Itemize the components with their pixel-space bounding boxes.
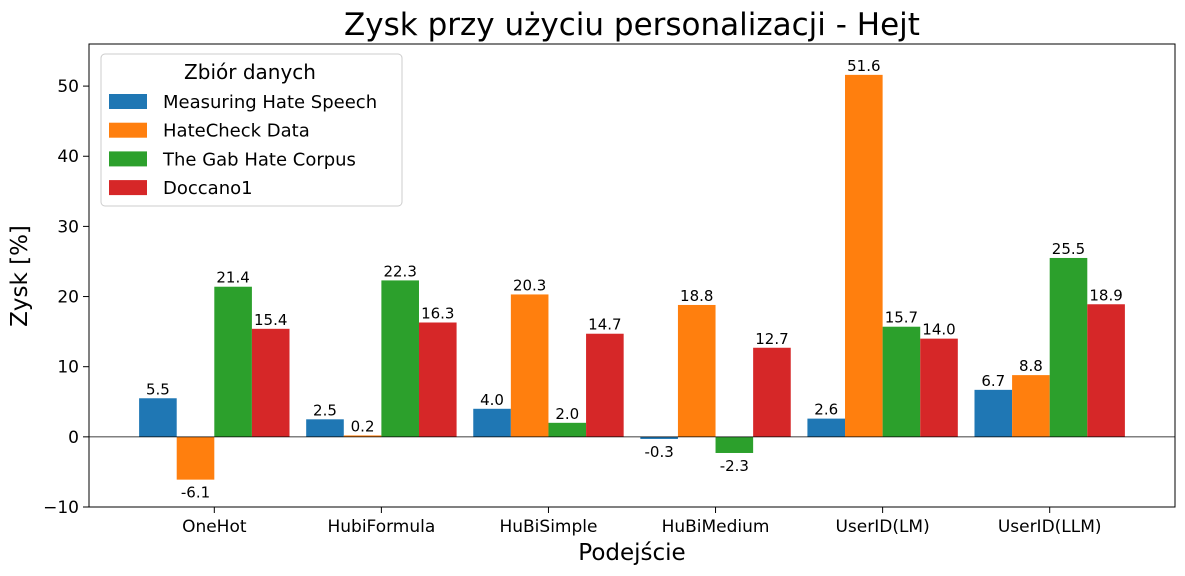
data-label: 5.5 [146, 380, 170, 398]
bar [306, 419, 344, 437]
data-label: 18.8 [680, 287, 713, 305]
y-tick-label: 40 [57, 147, 79, 167]
x-tick-label: UserID(LLM) [998, 517, 1102, 537]
data-label: 14.7 [588, 316, 621, 334]
bar [214, 286, 252, 437]
plot-area: −10 0 10 20 30 40 50 OneHot 5.5 -6.1 21.4 15.4 HubiF… [43, 43, 1176, 537]
data-label: 0.2 [351, 417, 375, 435]
y-tick-label: 10 [57, 358, 79, 378]
legend-entry: HateCheck Data [163, 121, 310, 142]
bar [974, 389, 1013, 437]
chart-title: Zysk przy użyciu personalizacji - Hejt [344, 7, 920, 43]
data-label: 2.6 [814, 401, 838, 419]
data-label: 15.7 [885, 309, 918, 327]
legend-title: Zbiór danych [184, 60, 316, 84]
data-label: 18.9 [1089, 286, 1122, 304]
y-tick-label: −10 [43, 498, 79, 518]
bar [139, 398, 177, 437]
legend-swatch [109, 122, 147, 138]
data-label: 4.0 [480, 391, 504, 409]
x-axis-label: Podejście [578, 540, 685, 566]
plot-frame [88, 43, 1176, 508]
legend-swatch [109, 94, 147, 109]
legend-entry: Doccano1 [163, 178, 253, 199]
data-label: -2.3 [720, 457, 749, 475]
data-label: 16.3 [421, 305, 454, 323]
bar [510, 294, 549, 437]
data-label: -0.3 [644, 443, 673, 461]
bar [473, 408, 511, 437]
bar [1049, 257, 1088, 437]
y-tick-label: 30 [57, 217, 79, 237]
legend: Zbiór danych Measuring Hate Speech HateCh… [100, 53, 403, 207]
data-label: 2.0 [555, 405, 579, 423]
bar [753, 347, 791, 437]
data-label: 12.7 [755, 330, 788, 348]
bar [640, 436, 678, 439]
data-label: 15.4 [254, 311, 287, 329]
data-label: 6.7 [981, 372, 1005, 390]
data-label: 21.4 [216, 269, 249, 287]
legend-entry: Measuring Hate Speech [163, 92, 377, 113]
bar [381, 280, 419, 437]
bar [1087, 304, 1125, 437]
y-tick-label: 50 [57, 77, 79, 97]
x-tick-label: OneHot [182, 517, 247, 537]
data-label: 14.0 [922, 321, 955, 339]
x-tick-label: HuBiMedium [662, 517, 770, 537]
data-label: 8.8 [1019, 357, 1043, 375]
bar [176, 436, 215, 480]
bar [343, 435, 382, 437]
bar [920, 338, 958, 437]
data-label: 22.3 [383, 262, 416, 280]
legend-entry: The Gab Hate Corpus [162, 149, 356, 170]
bar [418, 322, 457, 437]
data-label: 51.6 [847, 57, 880, 75]
bar [882, 326, 921, 437]
bar [1012, 375, 1050, 437]
x-tick-label: HuBiSimple [499, 517, 597, 537]
bar [807, 418, 846, 437]
data-label: -6.1 [181, 484, 210, 502]
bar [548, 422, 587, 437]
y-tick-label: 20 [57, 288, 79, 308]
data-label: 20.3 [513, 276, 546, 294]
data-label: 2.5 [313, 401, 337, 419]
bar [251, 328, 290, 437]
data-label: 25.5 [1052, 240, 1085, 258]
y-axis-label: Zysk [%] [7, 225, 33, 327]
legend-box [100, 53, 403, 207]
bar [715, 436, 754, 453]
y-tick-label: 0 [68, 428, 79, 448]
legend-swatch [109, 151, 147, 167]
x-tick-label: HubiFormula [327, 517, 435, 537]
legend-swatch [109, 180, 147, 196]
x-tick-label: UserID(LM) [835, 517, 929, 537]
bar [677, 304, 716, 437]
bar [586, 333, 624, 437]
bar [845, 74, 883, 437]
